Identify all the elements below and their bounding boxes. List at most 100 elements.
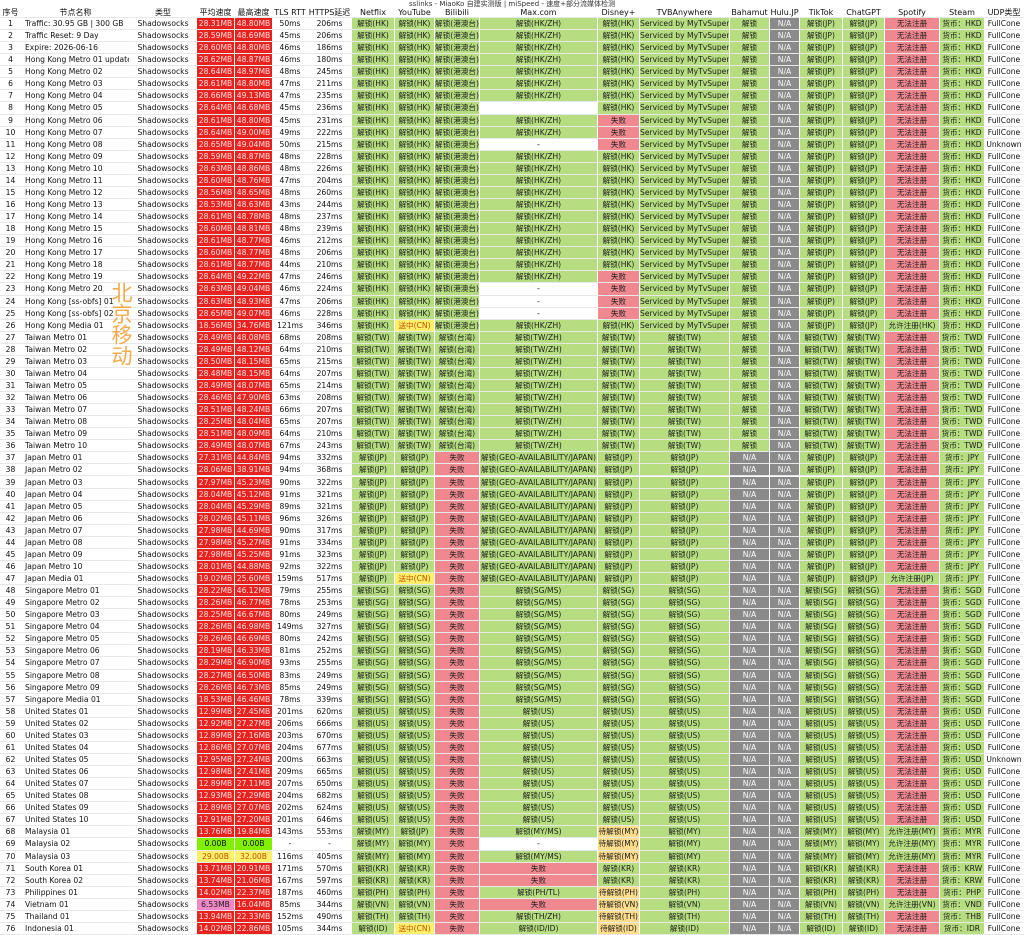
table-cell: 解锁(SG) xyxy=(800,585,843,598)
table-cell: 解锁(US) xyxy=(395,754,435,767)
table-cell: 28.01MB xyxy=(197,560,235,574)
table-cell: 28.26MB xyxy=(197,681,235,694)
table-cell: 46ms xyxy=(273,235,308,248)
table-cell: 解锁(JP) xyxy=(598,488,640,501)
table-cell: 89ms xyxy=(273,500,308,513)
table-cell: 解锁(SG) xyxy=(352,669,395,682)
table-cell: 27.41MB xyxy=(235,766,273,779)
table-cell: 失败 xyxy=(435,560,480,574)
table-cell: 解锁(TW/ZH) xyxy=(480,392,598,405)
table-cell: 解锁(US) xyxy=(800,741,843,754)
table-cell: 解锁(SG/MS) xyxy=(480,645,598,658)
table-cell: 0.00B xyxy=(235,838,273,851)
table-cell: Singapore Media 01 xyxy=(22,693,130,706)
table-cell: 货币：HKD xyxy=(940,295,985,308)
table-cell: FullCone xyxy=(985,898,1024,911)
table-cell: 解锁 xyxy=(730,211,770,224)
table-cell: 解锁 xyxy=(730,355,770,368)
table-cell: 无法注册 xyxy=(885,500,940,513)
table-cell: 27.20MB xyxy=(235,814,273,827)
table-cell: 45.23MB xyxy=(235,476,273,489)
table-cell: 17 xyxy=(0,211,22,224)
table-cell: 解锁(HK/ZH) xyxy=(480,114,598,127)
table-cell: 解锁(JP) xyxy=(843,150,885,163)
table-cell: 解锁 xyxy=(730,198,770,212)
table-cell: 解锁(US) xyxy=(843,790,885,803)
table-cell: 解锁(HK/ZH) xyxy=(480,78,598,91)
header-cell: Bilibili xyxy=(435,8,480,18)
table-cell: 解锁(US) xyxy=(598,705,640,718)
table-cell: 25 xyxy=(0,307,22,320)
table-cell: Serviced by MyTvSuper xyxy=(640,66,730,79)
table-cell: Singapore Metro 06 xyxy=(22,645,130,658)
table-cell: Thailand 01 xyxy=(22,910,130,923)
table-cell: 解锁(TW) xyxy=(640,343,730,356)
table-cell: 152ms xyxy=(273,910,308,923)
table-cell: 解锁(HK) xyxy=(395,126,435,139)
table-cell: Serviced by MyTvSuper xyxy=(640,150,730,163)
table-cell: 解锁 xyxy=(730,162,770,175)
table-cell: 解锁(SG) xyxy=(800,669,843,682)
table-cell: 解锁(SG) xyxy=(395,645,435,658)
table-cell: FullCone xyxy=(985,416,1024,429)
table-cell: 货币：MYR xyxy=(940,850,985,863)
table-cell: 解锁(MY) xyxy=(843,838,885,851)
table-cell: 63ms xyxy=(273,392,308,405)
table-cell: 解锁(JP) xyxy=(352,488,395,501)
table-cell: 50ms xyxy=(273,138,308,151)
table-cell: 解锁(台湾) xyxy=(435,440,480,453)
table-cell: 解锁(SG) xyxy=(598,597,640,610)
table-cell: 28.61MB xyxy=(197,235,235,248)
table-cell: 失败 xyxy=(435,500,480,513)
table-cell: 解锁(SG/MS) xyxy=(480,597,598,610)
table-cell: 解锁(SG) xyxy=(800,645,843,658)
table-cell: 28.60MB xyxy=(197,174,235,187)
table-cell: N/A xyxy=(770,476,800,489)
table-cell: Shadowsocks xyxy=(130,621,197,634)
table-cell: 解锁(HK) xyxy=(395,259,435,272)
table-cell: N/A xyxy=(770,536,800,549)
table-cell: FullCone xyxy=(985,186,1024,199)
table-cell: N/A xyxy=(770,838,800,851)
table-cell: 33 xyxy=(0,404,22,417)
table-cell: 解锁(KR) xyxy=(352,862,395,875)
table-cell: United States 04 xyxy=(22,741,130,754)
table-cell: 无法注册 xyxy=(885,186,940,199)
table-cell: 解锁(JP) xyxy=(800,162,843,175)
table-cell: 货币：SGD xyxy=(940,597,985,610)
table-cell: 解锁(JP) xyxy=(843,452,885,465)
table-cell: 解锁(HK) xyxy=(395,174,435,187)
table-cell: 85ms xyxy=(273,898,308,911)
table-cell: N/A xyxy=(770,645,800,658)
table-cell: 解锁(HK) xyxy=(598,30,640,43)
table-cell: 货币：JPY xyxy=(940,464,985,477)
table-cell: 解锁(JP) xyxy=(800,295,843,308)
table-cell: 解锁(TW) xyxy=(800,428,843,441)
table-cell: 28.26MB xyxy=(197,597,235,610)
table-cell: 解锁(TW) xyxy=(395,331,435,344)
table-cell: 无法注册 xyxy=(885,271,940,284)
table-cell: 解锁(港澳台) xyxy=(435,18,480,31)
table-cell: 46.69MB xyxy=(235,633,273,646)
table-cell: 28.31MB xyxy=(197,18,235,31)
table-cell: Vietnam 01 xyxy=(22,898,130,911)
table-cell: 解锁(SG) xyxy=(640,585,730,598)
table-cell: 货币：JPY xyxy=(940,560,985,574)
table-cell: 121ms xyxy=(273,319,308,332)
table-cell: 无法注册 xyxy=(885,585,940,598)
table-cell: 201ms xyxy=(273,705,308,718)
table-cell: 解锁(台湾) xyxy=(435,343,480,356)
table-cell: 解锁(SG) xyxy=(598,621,640,634)
table-cell: 27.24MB xyxy=(235,754,273,767)
table-cell: 无法注册 xyxy=(885,235,940,248)
table-cell: 解锁 xyxy=(730,440,770,453)
table-cell: 解锁(JP) xyxy=(800,78,843,91)
table-cell: 解锁(TW) xyxy=(352,379,395,393)
table-cell: 83ms xyxy=(273,669,308,682)
table-cell: 解锁(JP) xyxy=(352,573,395,586)
table-cell: 解锁(TW) xyxy=(598,404,640,417)
table-cell: 58 xyxy=(0,705,22,718)
table-cell: N/A xyxy=(770,922,800,935)
table-cell: 无法注册 xyxy=(885,488,940,501)
table-cell: FullCone xyxy=(985,198,1024,212)
